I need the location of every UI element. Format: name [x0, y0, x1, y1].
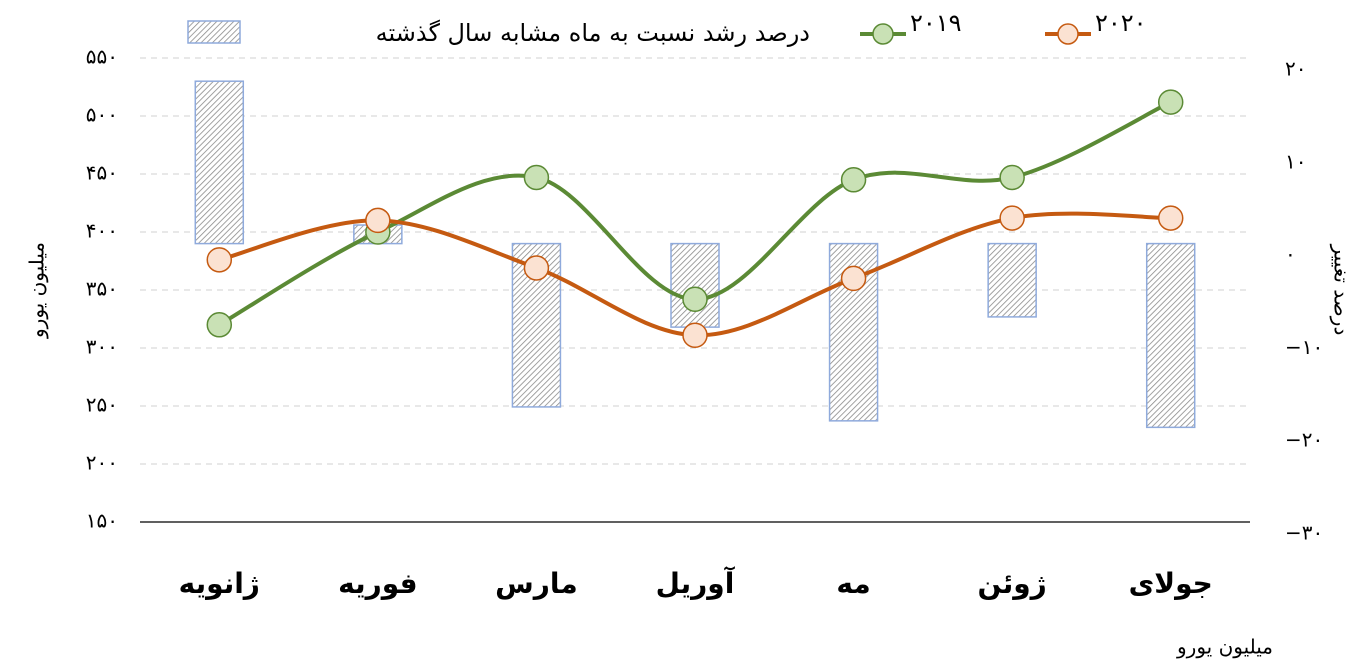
y-tick-label: ۳۰۰: [86, 335, 118, 359]
y-tick-label: ۴۵۰: [86, 161, 118, 185]
x-tick-label: مارس: [495, 567, 578, 600]
y-tick-label: ۱۵۰: [86, 509, 118, 533]
marker: [840, 167, 867, 193]
marker: [206, 247, 233, 273]
y2-axis-label: درصد تغییر: [1330, 244, 1354, 336]
marker: [999, 205, 1025, 231]
marker: [1157, 89, 1184, 115]
x-tick-label: جولای: [1129, 567, 1213, 600]
bar: [1145, 242, 1196, 429]
legend-label: ۲۰۲۰: [1095, 9, 1147, 37]
y-tick-label: ۲۰۰: [86, 451, 118, 475]
marker: [206, 312, 233, 338]
y2-tick-label: ۲۰: [1285, 57, 1306, 81]
legend-label: درصد رشد نسبت به ماه مشابه سال گذشته: [376, 19, 810, 47]
x-tick-label: ژوئن: [978, 567, 1047, 600]
y-tick-label: ۵۵۰: [86, 45, 118, 69]
y-tick-label: ۳۵۰: [86, 277, 118, 301]
y2-tick-label: −۱۰: [1285, 335, 1323, 359]
bar: [987, 242, 1037, 318]
legend-swatch: [187, 20, 241, 44]
marker: [682, 286, 708, 313]
y-tick-label: ۵۰۰: [86, 103, 118, 127]
x-tick-label: فوریه: [338, 567, 418, 600]
y2-tick-label: ۰: [1285, 242, 1296, 266]
x-tick-label: مه: [836, 567, 870, 600]
marker: [682, 322, 708, 348]
marker: [999, 164, 1025, 191]
note: میلیون یورو: [1176, 635, 1273, 659]
bar: [511, 242, 562, 408]
marker: [523, 164, 550, 191]
legend-swatch: [872, 23, 894, 45]
marker: [1157, 205, 1184, 231]
y2-tick-label: −۲۰: [1285, 428, 1323, 452]
marker: [523, 255, 550, 281]
y2-tick-label: −۳۰: [1285, 521, 1323, 545]
legend-label: ۲۰۱۹: [910, 9, 962, 37]
bar: [670, 242, 720, 328]
y-axis-label: میلیون یورو: [25, 242, 49, 339]
y2-tick-label: ۱۰: [1285, 149, 1306, 173]
legend-swatch: [1057, 23, 1079, 45]
y-tick-label: ۴۰۰: [86, 219, 118, 243]
x-tick-label: آوریل: [656, 566, 736, 600]
x-tick-label: ژانویه: [179, 567, 260, 600]
marker: [840, 265, 867, 292]
marker: [365, 207, 391, 234]
bar: [194, 80, 245, 245]
y-tick-label: ۲۵۰: [86, 393, 118, 417]
